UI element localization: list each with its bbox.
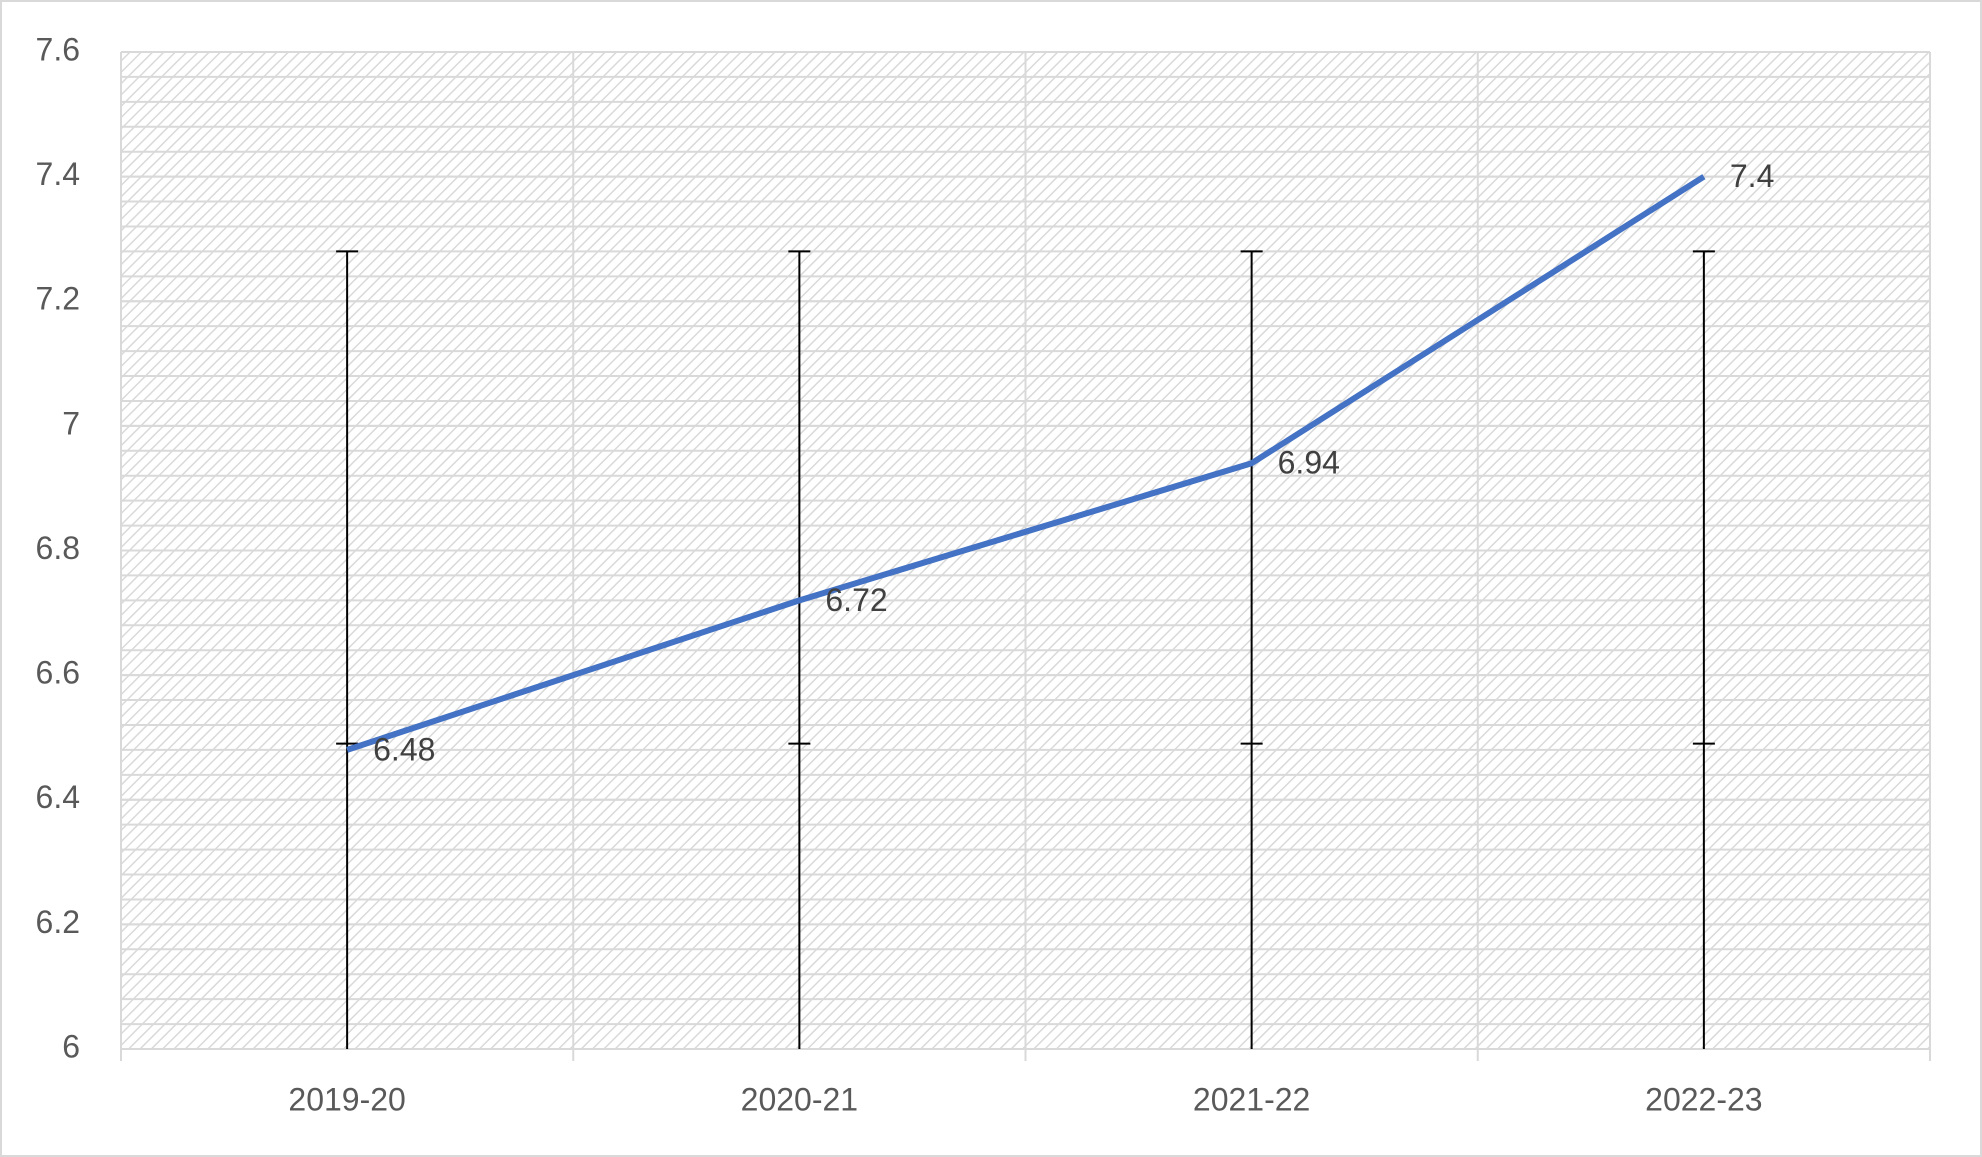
y-tick-label: 6.4 [36,779,80,815]
y-tick-label: 6.6 [36,655,80,691]
y-tick-label: 6.2 [36,904,80,940]
y-tick-label: 7.4 [36,156,80,192]
data-label: 7.4 [1730,158,1774,194]
data-label: 6.48 [373,731,435,767]
x-tick-label: 2021-22 [1193,1081,1310,1117]
y-tick-label: 6 [62,1028,80,1064]
data-label: 6.94 [1278,445,1340,481]
x-tick-label: 2020-21 [741,1081,858,1117]
y-tick-label: 7.6 [36,31,80,67]
x-tick-label: 2022-23 [1645,1081,1762,1117]
y-tick-label: 7.2 [36,281,80,317]
data-label: 6.72 [825,582,887,618]
y-tick-label: 6.8 [36,530,80,566]
x-tick-label: 2019-20 [288,1081,405,1117]
line [346,174,1706,753]
y-tick-label: 7 [62,405,80,441]
